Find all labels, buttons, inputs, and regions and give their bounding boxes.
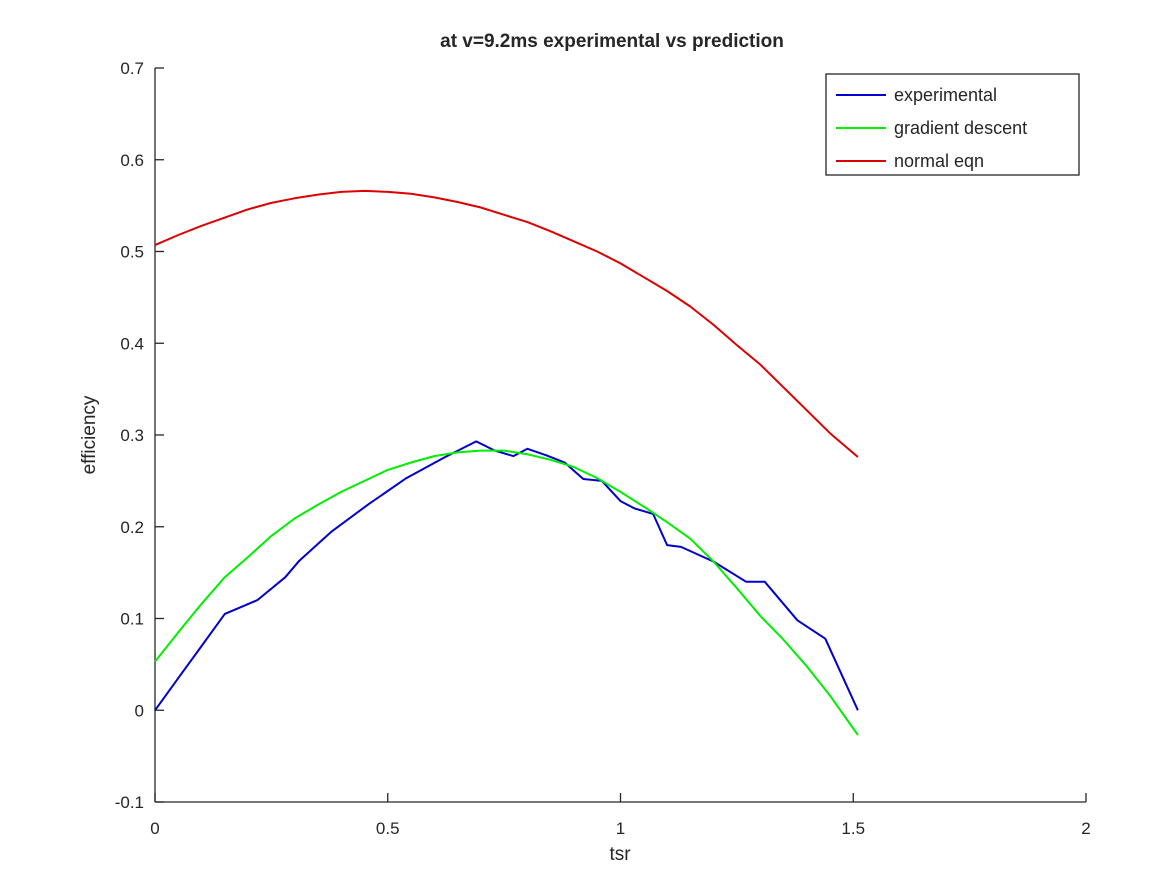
series-line-normal-eqn — [154, 189, 859, 458]
series-layer — [154, 189, 859, 736]
y-axis-label: efficiency — [79, 395, 100, 474]
legend-label: normal eqn — [894, 151, 984, 171]
y-tick-label: 0.4 — [120, 334, 144, 353]
y-tick-label: 0.1 — [120, 610, 144, 629]
plot-area — [154, 68, 1086, 803]
y-tick-label: 0.5 — [120, 243, 144, 262]
chart-title: at v=9.2ms experimental vs prediction — [440, 31, 784, 52]
y-tick-label: 0.2 — [120, 518, 144, 537]
y-tick-label: 0 — [135, 701, 144, 720]
y-tick-label: 0.6 — [120, 151, 144, 170]
x-tick-label: 1 — [616, 819, 625, 838]
legend-label: gradient descent — [894, 118, 1027, 138]
x-tick-label: 2 — [1081, 819, 1090, 838]
y-tick-label: -0.1 — [115, 793, 144, 812]
x-axis-label: tsr — [609, 844, 631, 865]
x-tick-label: 1.5 — [841, 819, 865, 838]
series-line-experimental — [154, 440, 859, 711]
legend: experimental gradient descent normal eqn — [825, 73, 1080, 176]
series-line-gradient-descent — [154, 449, 859, 736]
x-tick-label: 0 — [150, 819, 159, 838]
x-tick-label: 0.5 — [376, 819, 400, 838]
legend-label: experimental — [894, 85, 997, 105]
y-tick-label: 0.3 — [120, 426, 144, 445]
y-tick-label: 0.7 — [120, 59, 144, 78]
axis-ticks: 0 0.5 1 1.5 2 -0.1 0 0.1 0.2 0.3 0.4 0.5 0.6 0.7 — [115, 59, 1091, 838]
legend-box — [825, 73, 1080, 176]
